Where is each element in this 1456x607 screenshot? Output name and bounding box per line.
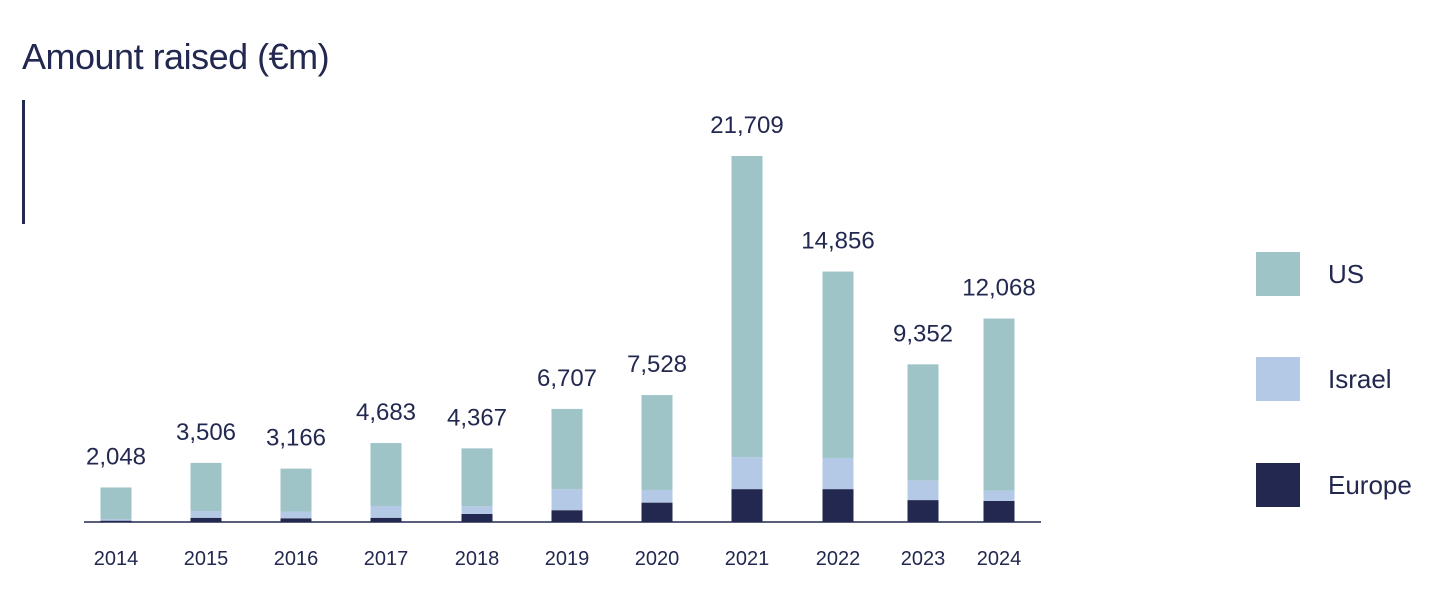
- total-label-2021: 21,709: [710, 112, 783, 139]
- bar-us-2018: [461, 448, 493, 507]
- legend-swatch-europe: [1256, 463, 1300, 507]
- x-tick-label-2015: 2015: [184, 548, 229, 570]
- total-label-2014: 2,048: [86, 443, 146, 470]
- bar-israel-2014: [100, 518, 132, 521]
- bar-us-2024: [983, 318, 1015, 491]
- bar-israel-2023: [907, 480, 939, 501]
- x-tick-label-2024: 2024: [977, 548, 1022, 570]
- bar-europe-2016: [280, 518, 312, 522]
- bar-europe-2015: [190, 517, 222, 522]
- bar-europe-2018: [461, 513, 493, 522]
- x-tick-label-2016: 2016: [274, 548, 319, 570]
- bar-europe-2024: [983, 500, 1015, 522]
- bar-us-2019: [551, 408, 583, 490]
- bar-us-2022: [822, 271, 854, 458]
- bar-europe-2022: [822, 489, 854, 522]
- x-tick-label-2017: 2017: [364, 548, 409, 570]
- bars-layer: [100, 156, 1015, 522]
- x-tick-label-2019: 2019: [545, 548, 590, 570]
- legend-label-us: US: [1328, 258, 1365, 289]
- x-tick-label-2018: 2018: [455, 548, 500, 570]
- total-label-2023: 9,352: [893, 320, 953, 347]
- legend-label-israel: Israel: [1328, 363, 1392, 394]
- bar-israel-2022: [822, 457, 854, 490]
- x-tick-label-2020: 2020: [635, 548, 680, 570]
- total-label-2019: 6,707: [537, 365, 597, 392]
- bar-us-2015: [190, 462, 222, 512]
- legend-item-europe: Europe: [1256, 463, 1456, 507]
- x-tick-label-2014: 2014: [94, 548, 139, 570]
- legend-item-israel: Israel: [1256, 357, 1456, 401]
- total-label-2015: 3,506: [176, 419, 236, 446]
- bar-israel-2019: [551, 489, 583, 511]
- legend-label-europe: Europe: [1328, 469, 1412, 500]
- bar-israel-2017: [370, 505, 402, 518]
- bar-us-2017: [370, 443, 402, 506]
- bar-europe-2019: [551, 510, 583, 522]
- bar-chart: 2,048 2014 3,506 2015 3,166 2016 4,683 2017 4,36…: [84, 112, 1041, 570]
- x-tick-label-2023: 2023: [901, 548, 946, 570]
- bar-europe-2023: [907, 500, 939, 522]
- bar-us-2023: [907, 364, 939, 481]
- total-label-2022: 14,856: [801, 228, 874, 255]
- bar-us-2016: [280, 468, 312, 512]
- bar-israel-2020: [641, 489, 673, 503]
- title-accent-bar: [22, 100, 25, 224]
- bar-israel-2021: [731, 457, 763, 490]
- legend-swatch-us: [1256, 252, 1300, 296]
- x-tick-label-2021: 2021: [725, 548, 770, 570]
- bar-israel-2018: [461, 506, 493, 514]
- bar-israel-2024: [983, 490, 1015, 501]
- legend-item-us: US: [1256, 252, 1456, 296]
- total-label-2020: 7,528: [627, 351, 687, 378]
- total-label-2017: 4,683: [356, 399, 416, 426]
- x-tick-label-2022: 2022: [816, 548, 861, 570]
- total-label-2016: 3,166: [266, 425, 326, 452]
- legend-swatch-israel: [1256, 357, 1300, 401]
- labels-layer: 2,048 2014 3,506 2015 3,166 2016 4,683 2017 4,36…: [86, 112, 1036, 570]
- bar-israel-2015: [190, 511, 222, 518]
- bar-us-2020: [641, 395, 673, 490]
- total-label-2024: 12,068: [962, 275, 1035, 302]
- bar-us-2021: [731, 156, 763, 458]
- bar-europe-2021: [731, 489, 763, 522]
- chart-title: Amount raised (€m): [22, 36, 330, 77]
- bar-europe-2017: [370, 517, 402, 522]
- bar-europe-2020: [641, 502, 673, 522]
- total-label-2018: 4,367: [447, 404, 507, 431]
- bar-israel-2016: [280, 511, 312, 519]
- bar-us-2014: [100, 487, 132, 519]
